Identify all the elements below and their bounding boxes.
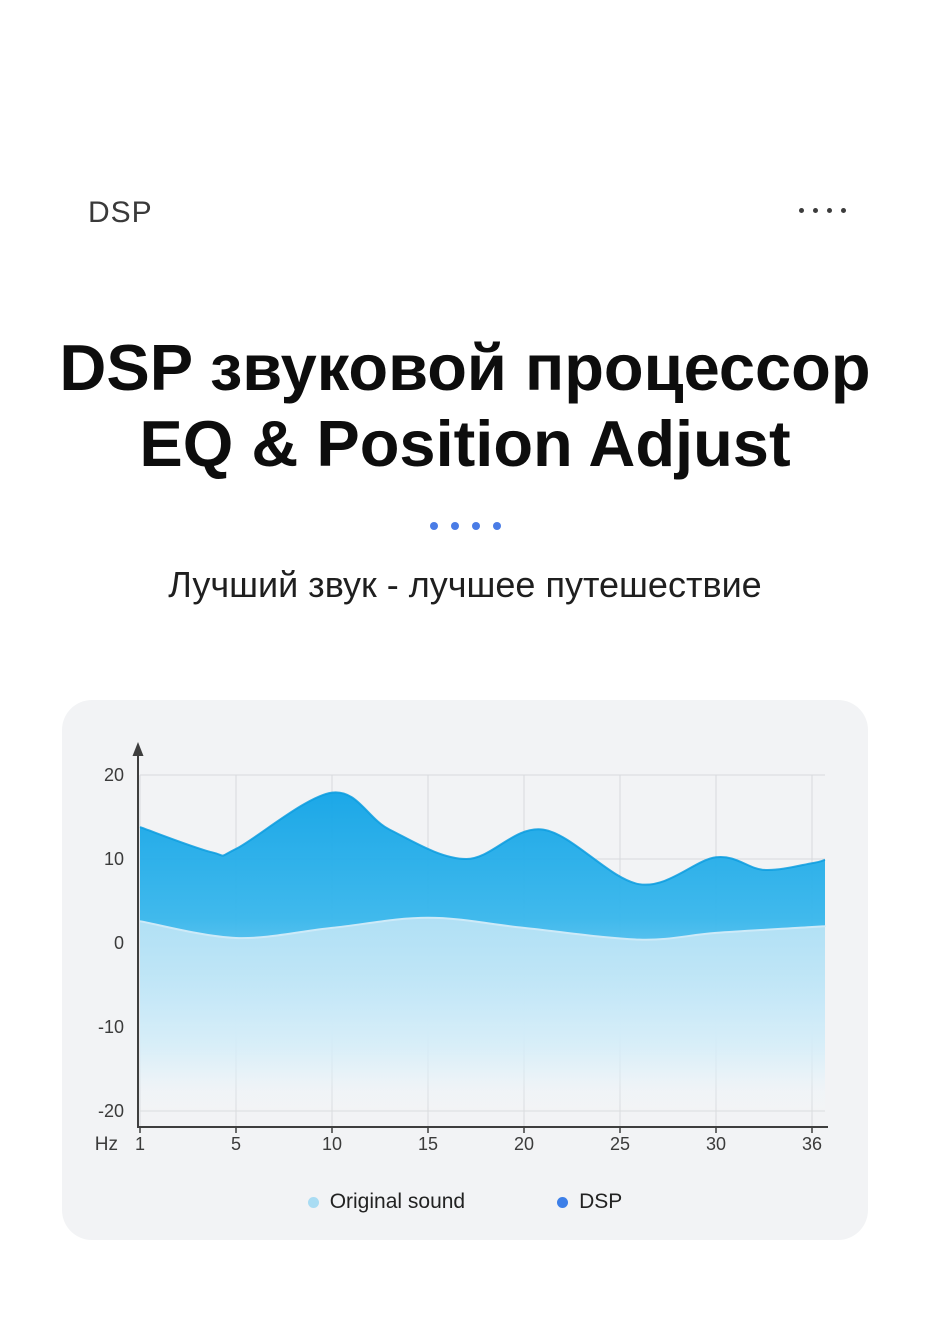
svg-text:-20: -20	[98, 1101, 124, 1121]
separator-dot-icon	[450, 522, 459, 530]
brand-label: DSP	[88, 196, 153, 229]
separator-dot-icon	[429, 522, 438, 530]
chart-legend: Original sound DSP	[62, 1190, 868, 1214]
subtitle: Лучший звук - лучшее путешествие	[168, 564, 762, 605]
dot-icon	[799, 208, 804, 213]
four-dots-icon	[799, 208, 846, 213]
separator-dot-icon	[471, 522, 480, 530]
svg-text:10: 10	[104, 849, 124, 869]
svg-text:Hz: Hz	[95, 1134, 118, 1155]
svg-text:20: 20	[104, 765, 124, 785]
svg-text:36: 36	[802, 1134, 822, 1154]
eq-chart-card: 20 10 0 -10 -20 1 5 10 15 20 25 30 36 Hz Original sou…	[62, 700, 868, 1240]
page-title: DSP звуковой процессор EQ & Position Adj…	[0, 330, 930, 482]
legend-label-original-sound: Original sound	[329, 1190, 466, 1213]
svg-text:30: 30	[706, 1134, 726, 1154]
svg-text:25: 25	[610, 1134, 630, 1154]
page-title-line2: EQ & Position Adjust	[139, 407, 791, 481]
legend-item-original-sound: Original sound	[307, 1190, 466, 1214]
svg-text:0: 0	[114, 933, 124, 953]
dot-icon	[827, 208, 832, 213]
legend-item-dsp: DSP	[557, 1190, 622, 1214]
svg-text:5: 5	[231, 1134, 241, 1154]
separator-dot-icon	[492, 522, 501, 530]
page-title-line1: DSP звуковой процессор	[59, 331, 871, 404]
svg-text:15: 15	[418, 1134, 438, 1154]
dot-icon	[841, 208, 846, 213]
svg-text:-10: -10	[98, 1017, 124, 1037]
dots-separator	[0, 522, 930, 530]
legend-label-dsp: DSP	[579, 1190, 623, 1213]
dot-icon	[813, 208, 818, 213]
svg-text:1: 1	[135, 1134, 145, 1154]
legend-dot-original-sound-icon	[307, 1196, 319, 1208]
svg-text:20: 20	[514, 1134, 534, 1154]
svg-text:10: 10	[322, 1134, 342, 1154]
legend-dot-dsp-icon	[557, 1196, 569, 1208]
